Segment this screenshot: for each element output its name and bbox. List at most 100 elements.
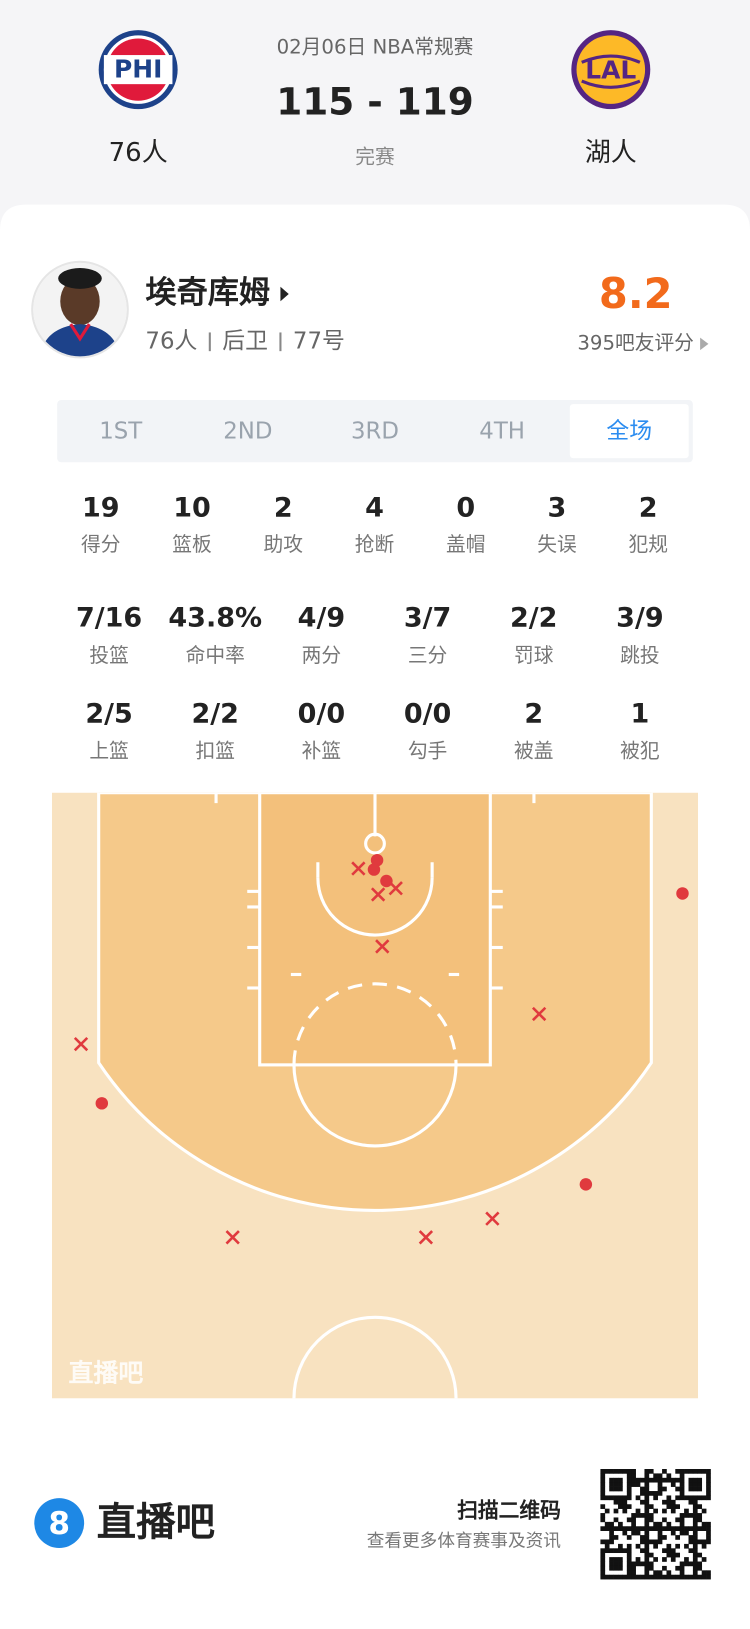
qr-cell[interactable] xyxy=(648,1477,654,1483)
qr-cell[interactable] xyxy=(653,1574,658,1580)
qr-cell[interactable] xyxy=(644,1557,650,1562)
rating-arrow[interactable] xyxy=(700,337,709,351)
qr-cell[interactable] xyxy=(692,1548,698,1554)
qr-cell[interactable] xyxy=(657,1473,663,1479)
qr-cell[interactable] xyxy=(662,1548,667,1554)
qr-cell[interactable] xyxy=(688,1539,694,1545)
qr-cell[interactable] xyxy=(644,1486,650,1492)
qr-cell[interactable] xyxy=(644,1499,650,1505)
qr-cell[interactable] xyxy=(666,1499,672,1505)
qr-cell[interactable] xyxy=(626,1565,632,1571)
qr-cell[interactable] xyxy=(653,1477,658,1483)
qr-cell[interactable] xyxy=(684,1557,689,1562)
qr-cell[interactable] xyxy=(679,1517,685,1523)
qr-cell[interactable] xyxy=(613,1517,619,1523)
qr-cell[interactable] xyxy=(644,1535,650,1540)
qr-cell[interactable] xyxy=(666,1552,672,1558)
qr-cell[interactable] xyxy=(670,1574,676,1580)
qr-cell[interactable] xyxy=(635,1557,641,1562)
qr-cell[interactable] xyxy=(609,1561,614,1567)
qr-cell[interactable] xyxy=(618,1557,623,1562)
qr-cell[interactable] xyxy=(635,1561,641,1567)
tab[interactable]: 全场 xyxy=(606,419,652,445)
qr-cell[interactable] xyxy=(613,1574,619,1580)
qr-cell[interactable] xyxy=(600,1473,606,1479)
qr-cell[interactable] xyxy=(666,1473,672,1479)
qr-cell[interactable] xyxy=(670,1548,676,1554)
qr-cell[interactable] xyxy=(662,1486,667,1492)
qr-cell[interactable] xyxy=(701,1574,707,1580)
qr-cell[interactable] xyxy=(662,1477,667,1483)
qr-cell[interactable] xyxy=(653,1543,658,1549)
qr-cell[interactable] xyxy=(644,1477,650,1483)
qr-cell[interactable] xyxy=(688,1526,694,1531)
qr-cell[interactable] xyxy=(684,1508,689,1514)
qr-cell[interactable] xyxy=(648,1565,654,1571)
qr-cell[interactable] xyxy=(692,1486,698,1492)
qr-cell[interactable] xyxy=(657,1491,663,1496)
qr-cell[interactable] xyxy=(600,1495,606,1501)
qr-cell[interactable] xyxy=(626,1526,632,1531)
qr-cell[interactable] xyxy=(600,1548,606,1554)
qr-cell[interactable] xyxy=(644,1561,650,1567)
qr-cell[interactable] xyxy=(644,1469,650,1474)
qr-cell[interactable] xyxy=(653,1557,658,1562)
qr-cell[interactable] xyxy=(613,1557,619,1562)
qr-cell[interactable] xyxy=(613,1469,619,1474)
qr-cell[interactable] xyxy=(613,1508,619,1514)
qr-cell[interactable] xyxy=(631,1469,636,1474)
qr-cell[interactable] xyxy=(609,1469,614,1474)
qr-cell[interactable] xyxy=(622,1574,628,1580)
qr-cell[interactable] xyxy=(622,1526,628,1531)
qr-cell[interactable] xyxy=(626,1486,632,1492)
tab[interactable]: 4TH xyxy=(479,419,525,445)
qr-cell[interactable] xyxy=(631,1517,636,1523)
qr-cell[interactable] xyxy=(675,1565,681,1571)
qr-cell[interactable] xyxy=(600,1561,606,1567)
qr-cell[interactable] xyxy=(657,1526,663,1531)
qr-cell[interactable] xyxy=(679,1495,685,1501)
qr-cell[interactable] xyxy=(648,1504,654,1509)
qr-cell[interactable] xyxy=(666,1521,672,1527)
qr-cell[interactable] xyxy=(692,1469,698,1474)
qr-cell[interactable] xyxy=(644,1495,650,1501)
qr-cell[interactable] xyxy=(631,1561,636,1567)
qr-cell[interactable] xyxy=(635,1495,641,1501)
qr-cell[interactable] xyxy=(697,1526,703,1531)
qr-cell[interactable] xyxy=(613,1499,619,1505)
qr-cell[interactable] xyxy=(675,1477,681,1483)
qr-cell[interactable] xyxy=(662,1469,667,1474)
qr-cell[interactable] xyxy=(604,1526,610,1531)
qr-cell[interactable] xyxy=(697,1495,703,1501)
qr-cell[interactable] xyxy=(644,1504,650,1509)
qr-cell[interactable] xyxy=(644,1570,650,1576)
qr-cell[interactable] xyxy=(626,1557,632,1562)
qr-cell[interactable] xyxy=(692,1517,698,1523)
qr-cell[interactable] xyxy=(635,1574,641,1580)
qr-cell[interactable] xyxy=(618,1495,623,1501)
qr-cell[interactable] xyxy=(675,1526,681,1531)
qr-cell[interactable] xyxy=(701,1526,707,1531)
qr-cell[interactable] xyxy=(688,1535,694,1540)
qr-cell[interactable] xyxy=(679,1570,685,1576)
qr-cell[interactable] xyxy=(631,1473,636,1479)
qr-cell[interactable] xyxy=(626,1570,632,1576)
qr-cell[interactable] xyxy=(644,1491,650,1496)
qr-cell[interactable] xyxy=(701,1521,707,1527)
qr-cell[interactable] xyxy=(679,1530,685,1536)
qr-cell[interactable] xyxy=(600,1539,606,1545)
qr-cell[interactable] xyxy=(701,1557,707,1562)
qr-cell[interactable] xyxy=(648,1561,654,1567)
qr-cell[interactable] xyxy=(701,1508,707,1514)
qr-cell[interactable] xyxy=(692,1543,698,1549)
qr-cell[interactable] xyxy=(626,1517,632,1523)
qr-cell[interactable] xyxy=(626,1552,632,1558)
qr-cell[interactable] xyxy=(613,1526,619,1531)
qr-cell[interactable] xyxy=(600,1574,606,1580)
qr-cell[interactable] xyxy=(666,1548,672,1554)
qr-cell[interactable] xyxy=(701,1543,707,1549)
qr-cell[interactable] xyxy=(701,1539,707,1545)
qr-cell[interactable] xyxy=(679,1477,685,1483)
qr-cell[interactable] xyxy=(657,1570,663,1576)
qr-cell[interactable] xyxy=(692,1495,698,1501)
